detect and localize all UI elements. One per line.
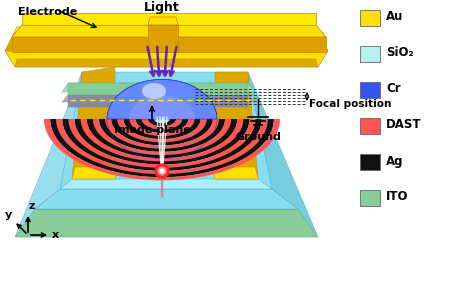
Polygon shape [68, 83, 248, 95]
Text: Image plane: Image plane [114, 125, 191, 135]
Polygon shape [15, 59, 318, 67]
Polygon shape [35, 189, 298, 209]
Polygon shape [56, 119, 268, 174]
Polygon shape [148, 25, 178, 52]
Polygon shape [212, 167, 258, 179]
FancyBboxPatch shape [360, 10, 380, 26]
Polygon shape [200, 27, 322, 39]
Text: Light: Light [144, 1, 180, 14]
Polygon shape [15, 72, 82, 237]
Circle shape [158, 167, 166, 175]
Polygon shape [12, 25, 326, 37]
Circle shape [155, 164, 169, 178]
Polygon shape [148, 119, 176, 126]
Polygon shape [93, 119, 231, 155]
Text: Focal position: Focal position [309, 99, 392, 109]
Text: Au: Au [386, 11, 403, 24]
Polygon shape [136, 119, 188, 133]
Polygon shape [5, 51, 328, 67]
Polygon shape [148, 17, 178, 25]
Circle shape [160, 169, 164, 173]
Text: SiO₂: SiO₂ [386, 46, 414, 59]
Text: Electrode: Electrode [18, 7, 77, 17]
Polygon shape [81, 119, 243, 161]
Polygon shape [74, 119, 249, 164]
Polygon shape [105, 119, 219, 149]
Text: z: z [29, 201, 36, 211]
Polygon shape [60, 179, 272, 189]
Polygon shape [15, 209, 318, 237]
Polygon shape [111, 119, 213, 146]
Text: ITO: ITO [386, 191, 409, 203]
Polygon shape [11, 27, 322, 39]
Polygon shape [5, 39, 328, 51]
Polygon shape [60, 72, 272, 189]
Polygon shape [68, 95, 248, 107]
Polygon shape [22, 13, 316, 25]
Ellipse shape [142, 83, 166, 99]
Polygon shape [68, 119, 255, 168]
Polygon shape [63, 119, 262, 171]
FancyBboxPatch shape [360, 82, 380, 98]
Polygon shape [99, 119, 225, 152]
Polygon shape [72, 67, 115, 179]
Polygon shape [248, 72, 318, 237]
Polygon shape [12, 37, 326, 52]
Polygon shape [72, 167, 118, 179]
Polygon shape [87, 119, 237, 158]
Text: Ground: Ground [235, 132, 281, 142]
Polygon shape [142, 119, 182, 129]
FancyBboxPatch shape [360, 190, 380, 206]
Polygon shape [215, 72, 258, 179]
Polygon shape [11, 27, 130, 39]
Text: x: x [52, 230, 59, 240]
Polygon shape [129, 119, 194, 136]
Polygon shape [62, 95, 255, 102]
Polygon shape [62, 83, 255, 92]
Polygon shape [107, 79, 217, 119]
Polygon shape [44, 119, 280, 180]
FancyBboxPatch shape [360, 118, 380, 134]
Polygon shape [35, 189, 298, 209]
Text: DAST: DAST [386, 119, 421, 131]
Text: Ag: Ag [386, 154, 403, 168]
FancyBboxPatch shape [360, 154, 380, 170]
Text: y: y [5, 210, 12, 220]
FancyBboxPatch shape [360, 46, 380, 62]
Polygon shape [129, 95, 195, 119]
Text: Cr: Cr [386, 82, 401, 96]
Polygon shape [118, 119, 207, 142]
Polygon shape [123, 119, 201, 139]
Polygon shape [50, 119, 274, 177]
